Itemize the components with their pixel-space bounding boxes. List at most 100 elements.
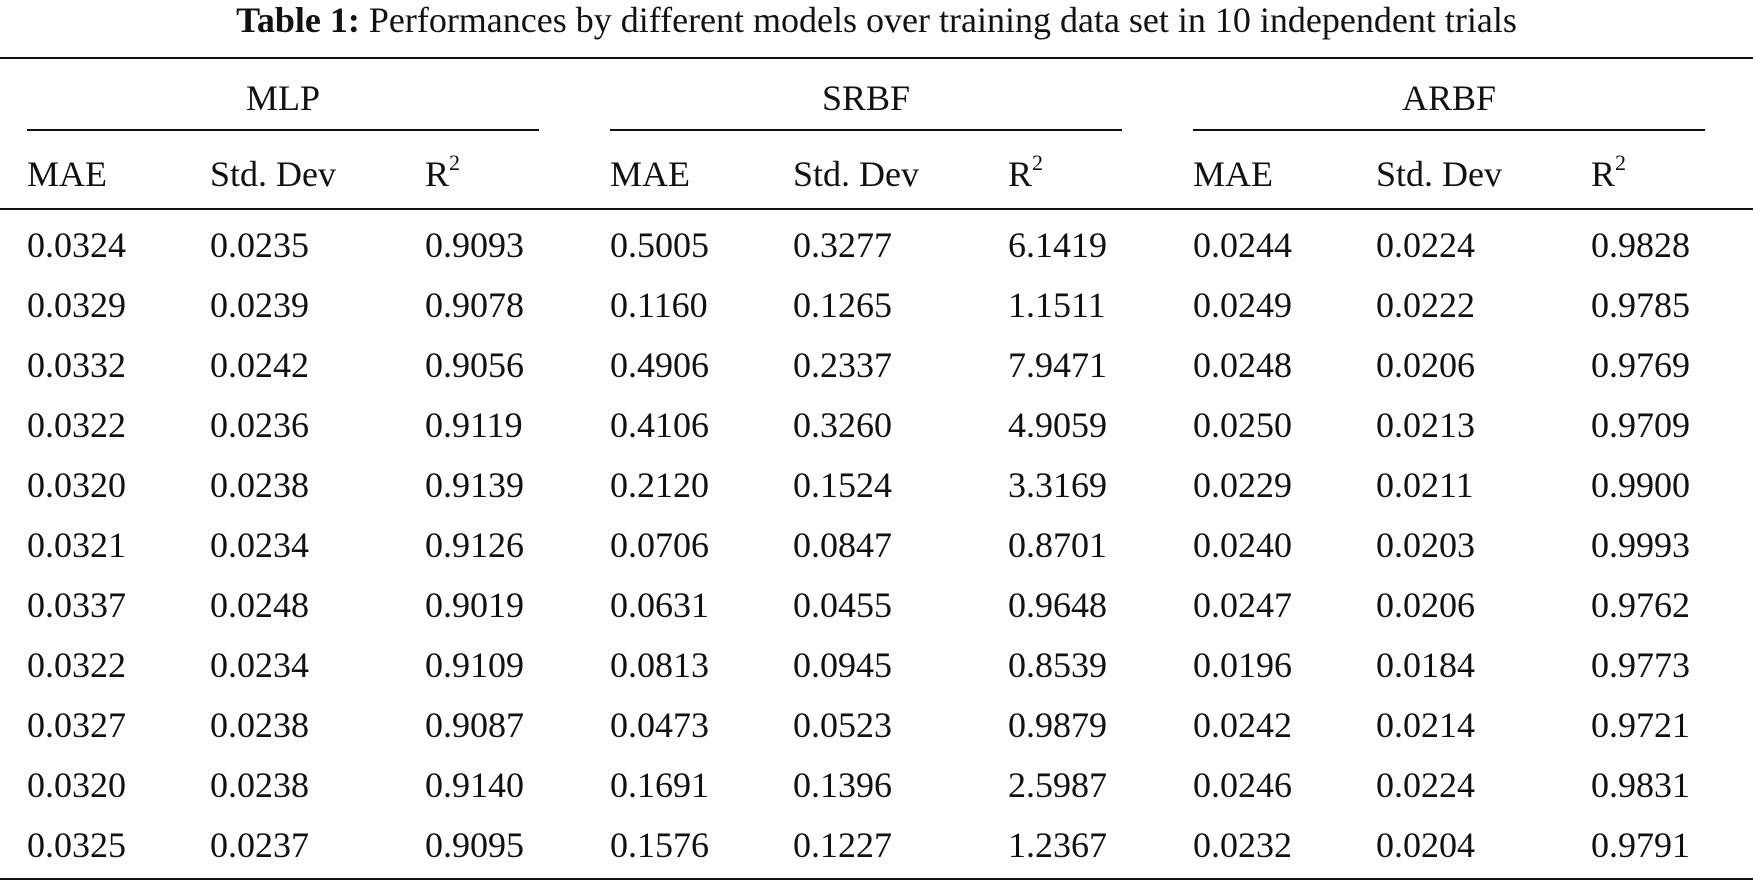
table-cell-arbf-std-dev: 0.0184 bbox=[1376, 645, 1475, 685]
table-cell-mlp-mae: 0.0321 bbox=[27, 525, 126, 565]
table-cell-arbf-mae: 0.0246 bbox=[1193, 765, 1292, 805]
table-caption: Table 1: Performances by different model… bbox=[0, 0, 1753, 45]
table-cell-srbf-std-dev: 0.0455 bbox=[793, 585, 892, 625]
table-cell-arbf-std-dev: 0.0203 bbox=[1376, 525, 1475, 565]
table-cell-arbf-std-dev: 0.0211 bbox=[1376, 465, 1474, 505]
table-cell-arbf-r2: 0.9762 bbox=[1591, 585, 1690, 625]
table-cell-mlp-std-dev: 0.0237 bbox=[210, 825, 309, 865]
table-cell-mlp-std-dev: 0.0239 bbox=[210, 285, 309, 325]
table-cell-srbf-mae: 0.0631 bbox=[610, 585, 709, 625]
table-cell-srbf-mae: 0.4906 bbox=[610, 345, 709, 385]
table-cell-srbf-std-dev: 0.1396 bbox=[793, 765, 892, 805]
table-cell-srbf-mae: 0.2120 bbox=[610, 465, 709, 505]
caption-text: Performances by different models over tr… bbox=[368, 0, 1517, 40]
table-cell-mlp-std-dev: 0.0238 bbox=[210, 765, 309, 805]
column-header-text: MAE bbox=[1193, 154, 1273, 194]
table-cell-mlp-std-dev: 0.0248 bbox=[210, 585, 309, 625]
table-cell-arbf-std-dev: 0.0224 bbox=[1376, 225, 1475, 265]
table-cell-srbf-r2: 1.1511 bbox=[1008, 285, 1106, 325]
table-cell-arbf-mae: 0.0242 bbox=[1193, 705, 1292, 745]
table-cell-arbf-std-dev: 0.0224 bbox=[1376, 765, 1475, 805]
table-cell-arbf-std-dev: 0.0206 bbox=[1376, 585, 1475, 625]
group-rule-srbf bbox=[610, 129, 1122, 131]
header-rule bbox=[0, 208, 1753, 210]
table-cell-srbf-mae: 0.1576 bbox=[610, 825, 709, 865]
table-cell-srbf-std-dev: 0.0523 bbox=[793, 705, 892, 745]
table-cell-mlp-std-dev: 0.0238 bbox=[210, 705, 309, 745]
table-cell-arbf-r2: 0.9785 bbox=[1591, 285, 1690, 325]
table-cell-srbf-mae: 0.4106 bbox=[610, 405, 709, 445]
caption-label: Table 1: bbox=[236, 0, 360, 40]
table-cell-mlp-r2: 0.9056 bbox=[425, 345, 524, 385]
table-cell-mlp-r2: 0.9078 bbox=[425, 285, 524, 325]
table-cell-srbf-mae: 0.5005 bbox=[610, 225, 709, 265]
table-cell-mlp-r2: 0.9140 bbox=[425, 765, 524, 805]
table-cell-srbf-r2: 4.9059 bbox=[1008, 405, 1107, 445]
table-cell-srbf-r2: 0.9648 bbox=[1008, 585, 1107, 625]
table-cell-srbf-r2: 3.3169 bbox=[1008, 465, 1107, 505]
table-cell-srbf-mae: 0.1691 bbox=[610, 765, 709, 805]
table-cell-mlp-r2: 0.9119 bbox=[425, 405, 523, 445]
table-cell-mlp-std-dev: 0.0234 bbox=[210, 525, 309, 565]
table-cell-srbf-std-dev: 0.3277 bbox=[793, 225, 892, 265]
table-cell-arbf-r2: 0.9709 bbox=[1591, 405, 1690, 445]
table-cell-arbf-mae: 0.0232 bbox=[1193, 825, 1292, 865]
column-header-text: Std. Dev bbox=[1376, 154, 1502, 194]
column-header-superscript: 2 bbox=[1615, 150, 1627, 175]
table-cell-mlp-r2: 0.9095 bbox=[425, 825, 524, 865]
column-header-srbf-std-dev: Std. Dev bbox=[793, 154, 919, 194]
table-cell-mlp-r2: 0.9126 bbox=[425, 525, 524, 565]
table-cell-mlp-std-dev: 0.0242 bbox=[210, 345, 309, 385]
column-header-text: Std. Dev bbox=[210, 154, 336, 194]
table-cell-arbf-std-dev: 0.0206 bbox=[1376, 345, 1475, 385]
table-cell-mlp-mae: 0.0320 bbox=[27, 765, 126, 805]
table-cell-srbf-mae: 0.0473 bbox=[610, 705, 709, 745]
column-header-text: R bbox=[1008, 154, 1033, 194]
table-cell-mlp-r2: 0.9139 bbox=[425, 465, 524, 505]
table-cell-mlp-mae: 0.0320 bbox=[27, 465, 126, 505]
table-cell-srbf-std-dev: 0.1524 bbox=[793, 465, 892, 505]
column-header-text: Std. Dev bbox=[793, 154, 919, 194]
table-cell-srbf-r2: 7.9471 bbox=[1008, 345, 1107, 385]
table-cell-srbf-r2: 2.5987 bbox=[1008, 765, 1107, 805]
table-cell-mlp-r2: 0.9019 bbox=[425, 585, 524, 625]
group-header-arbf: ARBF bbox=[1401, 78, 1497, 118]
table-cell-mlp-mae: 0.0322 bbox=[27, 645, 126, 685]
column-header-srbf-r2: R2 bbox=[1008, 152, 1043, 195]
table-cell-srbf-std-dev: 0.0945 bbox=[793, 645, 892, 685]
table-cell-arbf-std-dev: 0.0204 bbox=[1376, 825, 1475, 865]
table-cell-srbf-mae: 0.1160 bbox=[610, 285, 708, 325]
column-header-mlp-mae: MAE bbox=[27, 154, 107, 194]
group-rule-mlp bbox=[27, 129, 539, 131]
table-cell-arbf-mae: 0.0247 bbox=[1193, 585, 1292, 625]
group-header-srbf: SRBF bbox=[821, 78, 911, 118]
table-cell-arbf-r2: 0.9791 bbox=[1591, 825, 1690, 865]
table-cell-arbf-mae: 0.0240 bbox=[1193, 525, 1292, 565]
table-cell-srbf-mae: 0.0813 bbox=[610, 645, 709, 685]
table-cell-srbf-std-dev: 0.1265 bbox=[793, 285, 892, 325]
table-cell-mlp-mae: 0.0322 bbox=[27, 405, 126, 445]
table-cell-arbf-std-dev: 0.0213 bbox=[1376, 405, 1475, 445]
table-cell-arbf-r2: 0.9828 bbox=[1591, 225, 1690, 265]
table-cell-mlp-r2: 0.9093 bbox=[425, 225, 524, 265]
table-cell-srbf-std-dev: 0.1227 bbox=[793, 825, 892, 865]
table-cell-arbf-mae: 0.0229 bbox=[1193, 465, 1292, 505]
table-cell-arbf-r2: 0.9993 bbox=[1591, 525, 1690, 565]
table-cell-mlp-std-dev: 0.0236 bbox=[210, 405, 309, 445]
column-header-superscript: 2 bbox=[449, 150, 461, 175]
table-cell-arbf-r2: 0.9773 bbox=[1591, 645, 1690, 685]
column-header-text: R bbox=[425, 154, 450, 194]
table-cell-mlp-r2: 0.9087 bbox=[425, 705, 524, 745]
column-header-text: MAE bbox=[27, 154, 107, 194]
table-cell-arbf-r2: 0.9831 bbox=[1591, 765, 1690, 805]
top-rule bbox=[0, 57, 1753, 59]
column-header-mlp-std-dev: Std. Dev bbox=[210, 154, 336, 194]
table-cell-arbf-std-dev: 0.0222 bbox=[1376, 285, 1475, 325]
table-cell-arbf-r2: 0.9900 bbox=[1591, 465, 1690, 505]
table-cell-mlp-mae: 0.0325 bbox=[27, 825, 126, 865]
table-cell-mlp-mae: 0.0329 bbox=[27, 285, 126, 325]
group-header-mlp: MLP bbox=[245, 78, 321, 118]
table-cell-mlp-std-dev: 0.0235 bbox=[210, 225, 309, 265]
table-cell-srbf-r2: 0.8539 bbox=[1008, 645, 1107, 685]
